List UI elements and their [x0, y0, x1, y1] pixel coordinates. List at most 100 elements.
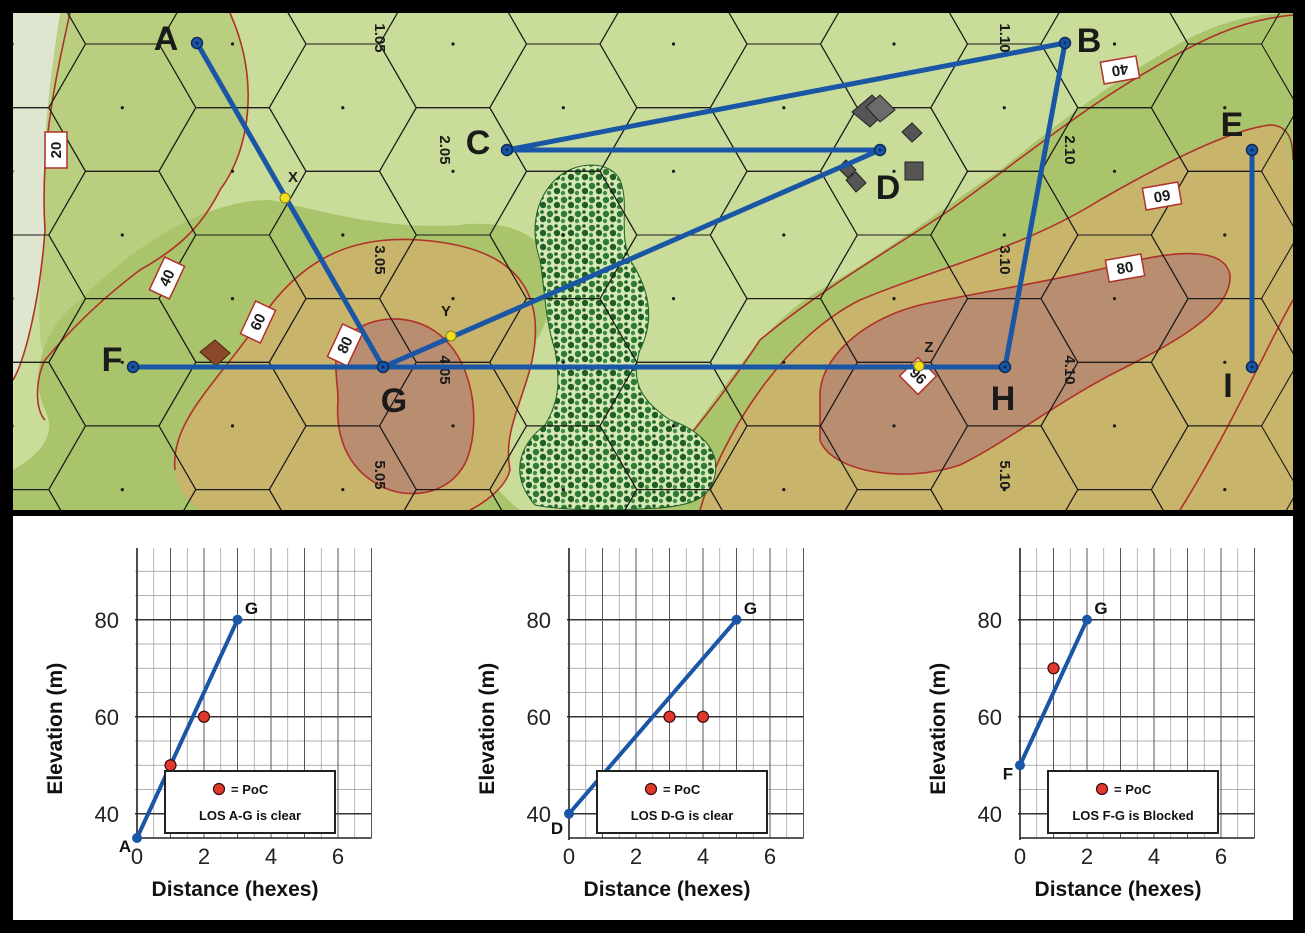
map-point-label: H — [991, 380, 1016, 418]
y-axis-label: Elevation (m) — [44, 663, 67, 795]
map-point-label: E — [1221, 106, 1244, 144]
los-line-bh — [1002, 40, 1068, 370]
contour-label-text: 20 — [48, 142, 65, 159]
map-point-label: C — [466, 124, 491, 162]
hex-center-dot — [671, 169, 676, 173]
x-tick-label: 0 — [131, 844, 143, 869]
hex-center-dot — [671, 424, 676, 428]
hex-center-dot — [120, 488, 124, 492]
hex-center-dot — [782, 488, 786, 492]
legend-poc-label: = PoC — [663, 782, 701, 797]
hex-center-dot — [451, 424, 455, 428]
hex-center-dot — [1223, 360, 1227, 364]
x-axis-label: Distance (hexes) — [584, 878, 751, 901]
los-line-dg — [380, 147, 883, 370]
hex-center-dot — [341, 106, 345, 110]
hex-cell — [1150, 425, 1293, 510]
endpoint-label: G — [1094, 599, 1107, 618]
contour-label: 60 — [239, 300, 277, 344]
los-profile-line — [135, 617, 240, 840]
elevation-chart-2: 40 60 80 0 2 4 6 Distance (hexes) Elevation (m) D… — [476, 548, 804, 901]
x-tick-label: 2 — [630, 844, 642, 869]
hex-number: 1.05 — [371, 23, 388, 52]
contour-label: 40 — [148, 256, 186, 300]
hex-center-dot — [341, 488, 345, 492]
hex-center-dot — [120, 360, 124, 364]
intersection-label: Y — [441, 303, 451, 320]
hex-center-dot — [230, 169, 235, 173]
map-point-label: F — [102, 341, 123, 379]
x-tick-label: 6 — [332, 844, 344, 869]
map-point-label: G — [381, 382, 407, 420]
hex-number: 3.10 — [996, 245, 1013, 274]
legend-poc-label: = PoC — [231, 782, 269, 797]
contour-label: 60 — [1141, 181, 1183, 211]
x-tick-label: 6 — [1215, 844, 1227, 869]
poc-marker — [197, 710, 211, 723]
x-tick-label: 2 — [198, 844, 210, 869]
legend-poc-label: = PoC — [1114, 782, 1152, 797]
y-tick-label: 80 — [95, 608, 119, 633]
hex-number: 4.05 — [436, 355, 453, 384]
hex-center-dot — [782, 360, 786, 364]
hex-center-dot — [561, 360, 565, 364]
hex-center-dot — [1223, 233, 1227, 237]
hex-center-dot — [230, 42, 235, 46]
x-tick-label: 4 — [697, 844, 709, 869]
hex-number: 1.10 — [996, 23, 1013, 52]
contour-label: 80 — [326, 323, 364, 367]
hex-center-dot — [13, 424, 14, 428]
hex-center-dot — [13, 297, 14, 300]
contour-label: 40 — [1099, 55, 1141, 85]
hex-center-dot — [1002, 488, 1006, 492]
los-line-cb — [504, 40, 1068, 153]
poc-marker — [663, 710, 676, 723]
endpoint-marker — [1082, 614, 1092, 625]
endpoint-marker — [564, 808, 574, 819]
map-point-label: I — [1223, 367, 1232, 405]
legend-caption: LOS D-G is clear — [631, 808, 734, 823]
endpoint-label: D — [551, 819, 563, 838]
endpoint-marker — [1015, 760, 1025, 771]
los-profile-line — [1018, 617, 1089, 768]
hex-center-dot — [120, 106, 124, 110]
building-icon — [837, 94, 924, 193]
endpoint-label: G — [744, 599, 757, 618]
y-axis-label: Elevation (m) — [476, 663, 499, 795]
endpoint-marker — [731, 614, 742, 625]
poc-marker — [164, 759, 177, 772]
hex-center-dot — [782, 106, 786, 110]
hex-center-dot — [1223, 106, 1227, 110]
hex-center-dot — [451, 297, 455, 301]
hex-center-dot — [1223, 488, 1227, 492]
intersection-point — [913, 360, 925, 372]
hex-center-dot — [1002, 106, 1006, 110]
hex-number: 2.05 — [436, 135, 453, 164]
hex-number: 2.10 — [1061, 135, 1078, 164]
hex-center-dot — [782, 233, 786, 237]
contour-label-text: 40 — [1110, 60, 1129, 80]
map-point-label: D — [876, 169, 901, 207]
contour-label-text: 80 — [334, 334, 356, 356]
hex-center-dot — [1112, 424, 1117, 428]
hex-center-dot — [561, 233, 565, 237]
hex-center-dot — [561, 488, 565, 492]
hex-number: 4.10 — [1061, 355, 1078, 384]
woods-area — [519, 164, 717, 510]
endpoint-marker — [232, 614, 243, 625]
legend-caption: LOS A-G is clear — [199, 808, 301, 823]
poc-marker — [1047, 662, 1060, 675]
poc-marker — [696, 710, 710, 723]
x-tick-label: 4 — [265, 844, 277, 869]
hex-center-dot — [230, 424, 235, 428]
chart-legend — [1047, 770, 1219, 834]
hex-center-dot — [451, 169, 455, 173]
contour-label: 20 — [44, 131, 68, 169]
endpoint-label: G — [245, 599, 258, 618]
endpoint-marker — [132, 833, 142, 843]
intersection-point — [445, 330, 457, 342]
hex-center-dot — [892, 169, 896, 173]
x-tick-label: 0 — [563, 844, 575, 869]
y-axis-label: Elevation (m) — [927, 663, 950, 795]
